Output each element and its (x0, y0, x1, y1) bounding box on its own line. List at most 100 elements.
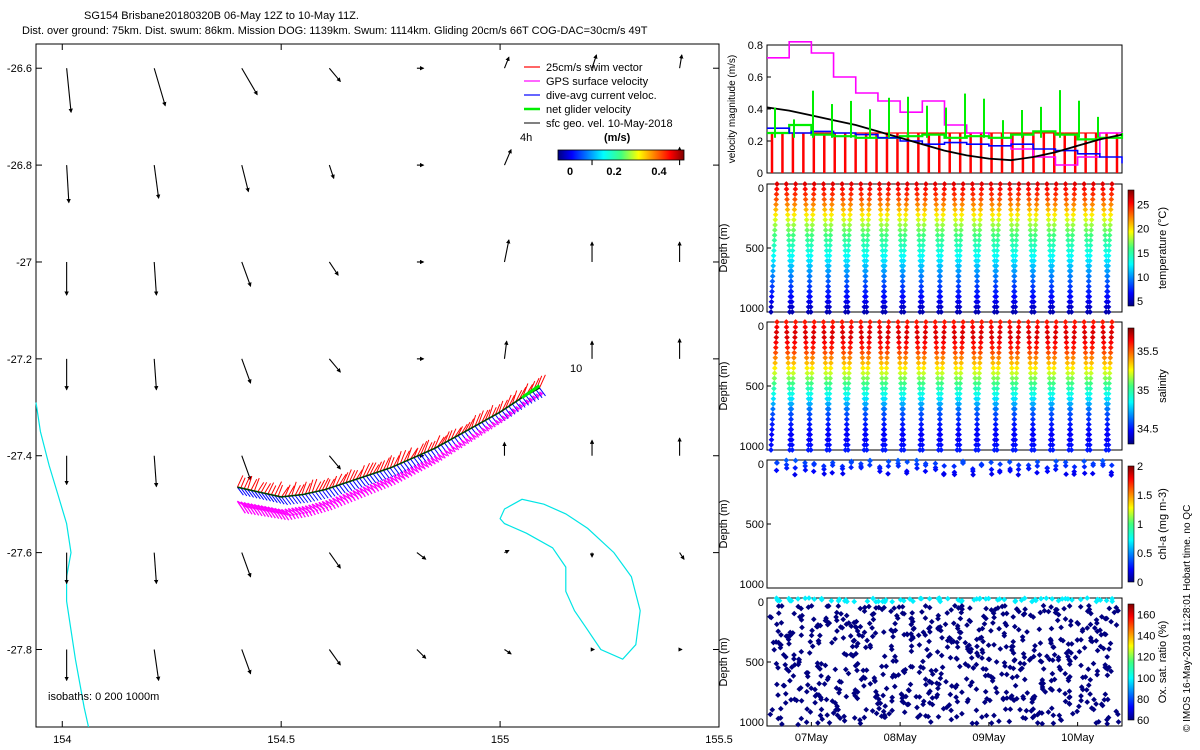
section-sample (988, 191, 995, 198)
section-sample (1044, 339, 1051, 346)
gps-velocity-vector (528, 397, 534, 401)
section-sample (970, 344, 977, 351)
section-sample (988, 196, 995, 203)
section-sample (974, 411, 981, 418)
colorbar-tick-0: 0 (567, 166, 573, 178)
gps-velocity-vector (413, 465, 421, 471)
section-sample (864, 370, 871, 377)
section-sample (991, 247, 997, 254)
section-sample (864, 237, 871, 244)
section-sample (1011, 426, 1017, 433)
section-sample (1032, 227, 1039, 233)
section-sample (955, 411, 962, 418)
section-sample (768, 442, 775, 448)
swim-vector (274, 481, 283, 496)
section-sample (915, 211, 921, 218)
section-sample (790, 232, 797, 239)
section-sample (773, 196, 780, 203)
section-sample (1032, 360, 1039, 366)
section-sample (956, 406, 962, 412)
section-sample (922, 324, 929, 330)
swim-vector (413, 447, 419, 458)
section-sample (1014, 216, 1021, 223)
section-sample (1065, 370, 1071, 377)
gps-velocity-vector (372, 482, 380, 492)
time-xtick-label: 08May (884, 732, 918, 744)
section-sample (939, 365, 946, 371)
legend-label-sfc: sfc geo. vel. 10-May-2018 (546, 118, 673, 130)
legend-label-net: net glider velocity (546, 104, 631, 116)
section-sample (937, 268, 944, 274)
section-sample (770, 252, 777, 259)
dac-vector (532, 391, 540, 400)
section-sample (861, 293, 868, 300)
section-sample (881, 416, 887, 423)
section-sample (1051, 360, 1058, 366)
colorbar-tick-label: 0 (1137, 577, 1143, 589)
section-sample (802, 196, 809, 203)
colorbar-tick-label: 34.5 (1137, 424, 1158, 436)
section-sample (917, 447, 923, 453)
section-sample (806, 421, 813, 428)
section-sample (899, 421, 906, 428)
section-sample (1050, 242, 1057, 249)
gps-velocity-vector (450, 445, 458, 451)
section-sample (785, 365, 792, 371)
section-sample (881, 283, 887, 290)
section-sample (858, 334, 865, 341)
section-sample (1087, 247, 1094, 254)
section-sample (903, 196, 910, 203)
section-sample (913, 319, 920, 325)
swim-vector (359, 465, 365, 479)
section-sample (972, 375, 978, 382)
section-sample (913, 186, 920, 192)
section-sample (828, 360, 834, 366)
time-xtick-label: 10May (1061, 732, 1095, 744)
swim-vector (260, 482, 268, 493)
gps-velocity-vector (427, 458, 434, 464)
current-vector (153, 455, 159, 488)
section-sample (785, 222, 792, 228)
section-sample (879, 247, 886, 254)
section-sample (1086, 257, 1093, 264)
section-sample (805, 309, 812, 315)
section-sample (1015, 334, 1022, 341)
section-sample (940, 339, 947, 346)
gps-velocity-vector (393, 474, 401, 481)
section-sample (807, 411, 813, 418)
gps-velocity-vector (321, 501, 330, 512)
dac-vector (376, 472, 383, 481)
section-sample (1014, 349, 1021, 356)
gps-velocity-vector (308, 504, 316, 516)
section-sample (1007, 324, 1013, 330)
section-sample (933, 196, 939, 203)
section-sample (978, 196, 984, 203)
section-sample (829, 201, 835, 208)
section-sample (845, 385, 852, 392)
section-sample (951, 186, 957, 192)
section-sample (1009, 385, 1016, 392)
section-sample (934, 222, 940, 228)
section-sample (1052, 196, 1059, 203)
section-sample (897, 360, 903, 366)
section-sample (803, 211, 810, 218)
section-sample (845, 247, 852, 254)
section-sample (901, 247, 908, 254)
section-sample (1034, 329, 1040, 336)
map-frame (35, 43, 720, 728)
section-sample (938, 390, 944, 397)
section-sample (897, 375, 904, 382)
section-sample (915, 216, 922, 223)
section-sample (809, 360, 816, 366)
section-sample (847, 206, 854, 213)
section-sample (769, 278, 776, 285)
section-sample (952, 349, 959, 356)
section-sample (996, 211, 1002, 218)
section-sample (824, 436, 831, 443)
dac-vector (253, 490, 261, 500)
section-sample (1048, 421, 1055, 428)
dac-vector (362, 476, 370, 486)
section-sample (858, 339, 865, 346)
section-sample (1028, 447, 1035, 453)
section-sample (992, 416, 999, 423)
